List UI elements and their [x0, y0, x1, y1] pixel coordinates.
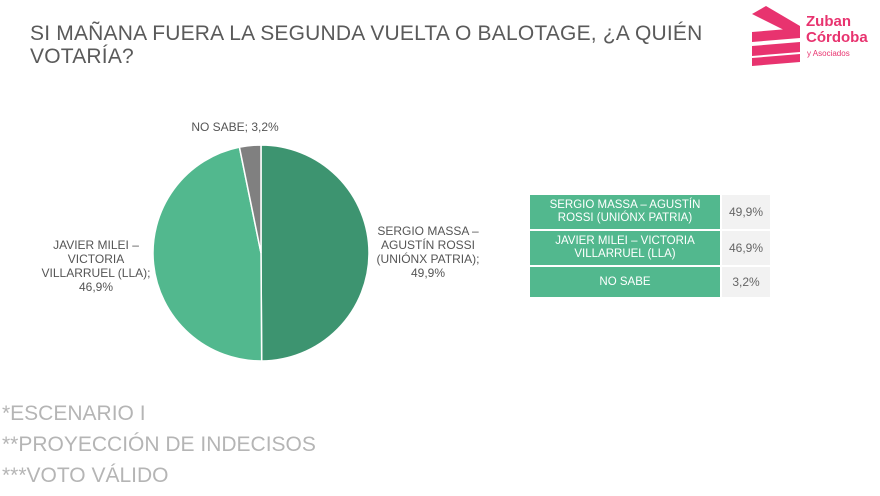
table-row: NO SABE 3,2% [530, 267, 770, 297]
logo-name-line1: Zuban [806, 13, 851, 30]
zuban-cordoba-logo: Zuban Córdoba y Asociados [748, 6, 876, 66]
pie-slice-milei [152, 146, 263, 362]
footnote: **PROYECCIÓN DE INDECISOS [2, 433, 316, 456]
table-row: JAVIER MILEI – VICTORIA VILLARRUEL (LLA)… [530, 231, 770, 265]
candidate-cell: SERGIO MASSA – AGUSTÍN ROSSI (UNIÓNX PAT… [530, 195, 720, 229]
slice-label-milei: JAVIER MILEI – VICTORIA VILLARRUEL (LLA)… [41, 238, 151, 294]
footnote: ***VOTO VÁLIDO [2, 464, 169, 487]
logo-mark-icon [752, 6, 800, 66]
slice-label-massa: SERGIO MASSA – AGUSTÍN ROSSI (UNIÓNX PAT… [376, 224, 480, 280]
table-row: SERGIO MASSA – AGUSTÍN ROSSI (UNIÓNX PAT… [530, 195, 770, 229]
logo-subtitle: y Asociados [807, 49, 850, 58]
results-table: SERGIO MASSA – AGUSTÍN ROSSI (UNIÓNX PAT… [530, 195, 770, 299]
logo-name-line2: Córdoba [806, 29, 868, 46]
pie-slice-no-sabe [238, 144, 262, 254]
chart-title: SI MAÑANA FUERA LA SEGUNDA VUELTA O BALO… [30, 22, 703, 68]
footnotes: *ESCENARIO I **PROYECCIÓN DE INDECISOS *… [2, 398, 316, 491]
value-cell: 3,2% [722, 267, 770, 297]
footnote: *ESCENARIO I [2, 402, 146, 425]
value-cell: 46,9% [722, 231, 770, 265]
slice-label-no-sabe: NO SABE; 3,2% [191, 120, 279, 134]
value-cell: 49,9% [722, 195, 770, 229]
candidate-cell: NO SABE [530, 267, 720, 297]
pie-slice-massa [260, 144, 370, 362]
candidate-cell: JAVIER MILEI – VICTORIA VILLARRUEL (LLA) [530, 231, 720, 265]
